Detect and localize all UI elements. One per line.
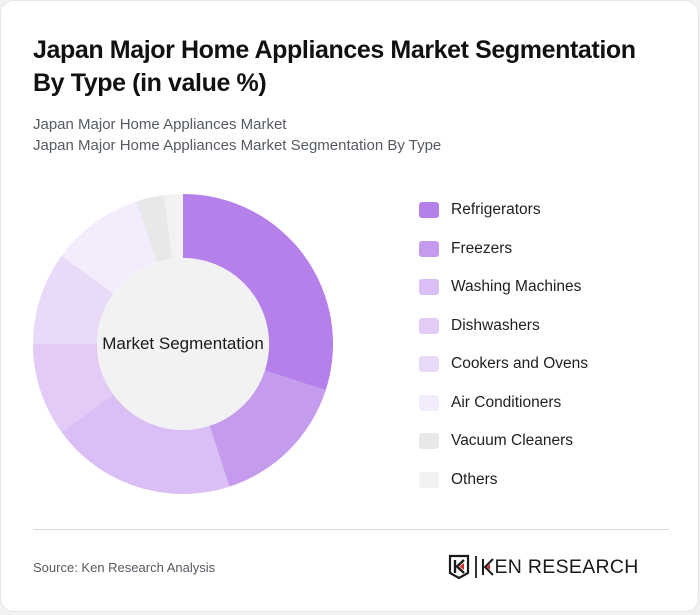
donut-slice-cookers-and-ovens[interactable] — [33, 255, 114, 344]
donut-slice-air-conditioners[interactable] — [61, 201, 157, 294]
donut-slice-dishwashers[interactable] — [33, 344, 114, 433]
donut-slice-freezers[interactable] — [209, 370, 326, 487]
donut-slice-vacuum-cleaners[interactable] — [136, 195, 173, 263]
legend-label: Washing Machines — [451, 278, 582, 295]
legend-item-dishwashers[interactable]: Dishwashers — [419, 316, 588, 336]
source-note: Source: Ken Research Analysis — [33, 560, 216, 575]
subtitle-segmentation: Japan Major Home Appliances Market Segme… — [33, 137, 442, 154]
logo-text: EN RESEARCH — [494, 555, 639, 578]
legend-swatch — [419, 356, 439, 372]
legend-item-washing-machines[interactable]: Washing Machines — [419, 277, 588, 297]
legend-swatch — [419, 317, 439, 334]
legend-label: Air Conditioners — [451, 393, 562, 411]
ken-research-logo: EN RESEARCH — [448, 554, 639, 580]
legend-item-vacuum-cleaners[interactable]: Vacuum Cleaners — [419, 431, 588, 451]
logo-separator — [475, 556, 477, 578]
ken-research-shield-icon — [448, 554, 470, 580]
legend-label: Cookers and Ovens — [451, 355, 588, 372]
footer-divider — [33, 529, 669, 530]
ken-k-glyph-icon — [481, 558, 494, 576]
legend-swatch — [419, 471, 439, 488]
legend-swatch — [419, 279, 439, 295]
legend-swatch — [419, 202, 439, 218]
subtitle-market: Japan Major Home Appliances Market — [33, 116, 287, 133]
legend-label: Refrigerators — [451, 201, 541, 218]
donut-hole — [97, 258, 269, 430]
legend-label: Freezers — [451, 239, 513, 257]
legend-item-air-conditioners[interactable]: Air Conditioners — [419, 393, 588, 413]
page-title: Japan Major Home Appliances Market Segme… — [33, 36, 636, 97]
donut-slice-refrigerators[interactable] — [183, 194, 333, 391]
donut-slice-washing-machines[interactable] — [61, 394, 230, 494]
legend-item-others[interactable]: Others — [419, 470, 588, 490]
subtitle: Japan Major Home Appliances Market Japan… — [33, 114, 441, 156]
legend: Refrigerators Freezers Washing Machines … — [419, 200, 588, 508]
legend-item-freezers[interactable]: Freezers — [419, 239, 588, 259]
donut-svg — [33, 194, 333, 494]
legend-label: Dishwashers — [451, 316, 540, 334]
legend-item-refrigerators[interactable]: Refrigerators — [419, 200, 588, 220]
legend-label: Vacuum Cleaners — [451, 432, 574, 449]
legend-swatch — [419, 394, 439, 411]
legend-label: Others — [451, 470, 498, 488]
legend-item-cookers-and-ovens[interactable]: Cookers and Ovens — [419, 354, 588, 374]
donut-slice-others[interactable] — [164, 194, 183, 259]
legend-swatch — [419, 240, 439, 257]
legend-swatch — [419, 433, 439, 449]
donut-chart: Market Segmentation — [33, 194, 333, 494]
